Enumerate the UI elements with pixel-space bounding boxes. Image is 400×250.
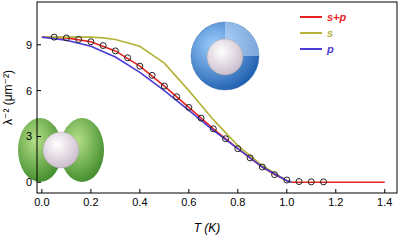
data-point [321, 179, 327, 185]
legend: s+p sp [300, 11, 347, 55]
y-tick [37, 136, 41, 137]
data-point [125, 55, 131, 61]
x-tick [90, 189, 91, 193]
series-line [42, 37, 292, 182]
y-tick-label: 9 [26, 39, 32, 51]
x-axis-label: T (K) [194, 221, 221, 235]
data-point [51, 34, 57, 40]
y-tick [37, 182, 41, 183]
data-point [284, 177, 290, 183]
data-point [235, 146, 241, 152]
legend-label: p [326, 43, 334, 55]
chart: 0.0 0.2 0.4 0.6 0.8 1.0 1.2 1.4 0 3 6 9 T (K) λ⁻² (μm… [0, 0, 400, 250]
series-line [42, 37, 385, 182]
data-point [308, 179, 314, 185]
y-tick [37, 44, 41, 45]
data-point [259, 164, 265, 170]
data-point [198, 115, 204, 121]
legend-label: s+p [327, 11, 347, 23]
data-point [63, 35, 69, 41]
legend-swatch [300, 48, 322, 50]
x-tick-label: 0.4 [132, 196, 147, 208]
x-tick-label: 1.2 [328, 196, 343, 208]
x-tick-label: 0.6 [181, 196, 196, 208]
x-tick [237, 189, 238, 193]
x-tick [139, 189, 140, 193]
y-tick-label: 0 [26, 176, 32, 188]
inner-sphere [207, 39, 243, 75]
data-point [161, 83, 167, 89]
data-point [247, 155, 253, 161]
x-tick [41, 189, 42, 193]
data-point [186, 104, 192, 110]
x-tick [384, 189, 385, 193]
y-axis-label: λ⁻² (μm⁻²) [1, 70, 15, 125]
plot-frame [37, 2, 397, 193]
inner-sphere [43, 132, 79, 168]
y-tick-label: 6 [26, 85, 32, 97]
legend-swatch [300, 32, 322, 34]
data-point [296, 179, 302, 185]
blue-sphere [191, 22, 259, 90]
plot-data [42, 34, 385, 185]
x-tick-label: 1.4 [377, 196, 392, 208]
data-point [272, 172, 278, 178]
x-tick-label: 1.0 [279, 196, 294, 208]
x-tick-label: 0.0 [34, 196, 49, 208]
x-tick [335, 189, 336, 193]
data-point [88, 39, 94, 45]
y-tick-label: 3 [26, 130, 32, 142]
x-tick [286, 189, 287, 193]
data-point [149, 72, 155, 78]
series-line [42, 37, 292, 182]
y-tick [37, 90, 41, 91]
legend-label: s [327, 27, 333, 39]
data-point [137, 63, 143, 69]
x-tick-label: 0.8 [230, 196, 245, 208]
x-tick-label: 0.2 [83, 196, 98, 208]
x-tick [188, 189, 189, 193]
data-point [112, 48, 118, 54]
data-point [210, 126, 216, 132]
legend-swatch [300, 16, 322, 18]
data-point [100, 43, 106, 49]
data-point [76, 36, 82, 42]
data-point [223, 136, 229, 142]
data-point [174, 94, 180, 100]
